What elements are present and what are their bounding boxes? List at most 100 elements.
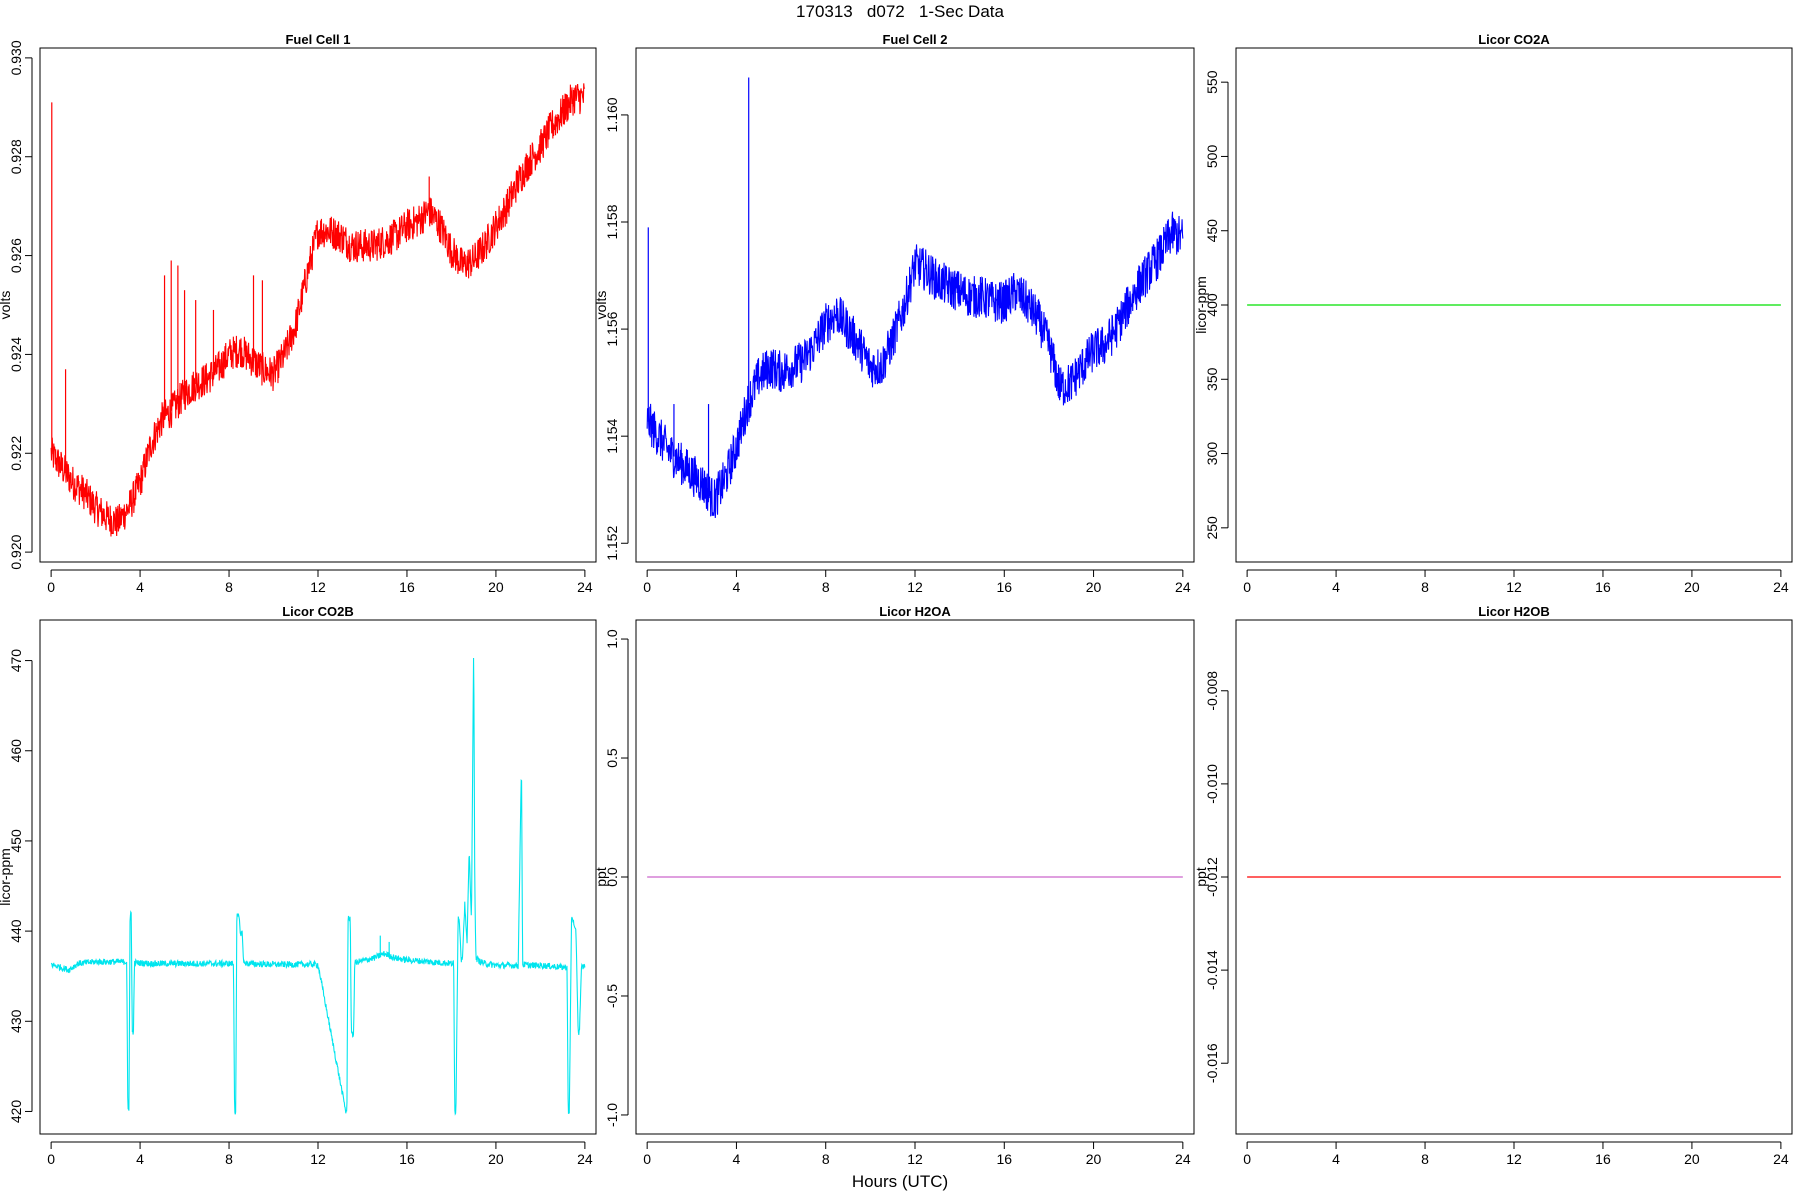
panel-title: Fuel Cell 1 xyxy=(285,32,350,47)
x-tick-label: 4 xyxy=(733,579,741,595)
x-tick-label: 8 xyxy=(822,579,830,595)
x-tick-label: 8 xyxy=(225,1151,233,1167)
y-tick-label: 1.152 xyxy=(604,526,620,561)
x-tick-label: 0 xyxy=(1243,1151,1251,1167)
x-tick-label: 4 xyxy=(1332,579,1340,595)
panel-2: Fuel Cell 2 0 4 8 12 16 20 24 1.152 1.154 1.156 1.1… xyxy=(593,32,1195,595)
x-tick-label: 8 xyxy=(1421,1151,1429,1167)
panel-4: Licor CO2B 0 4 8 12 16 20 24 420 430 440 450 460 470 l… xyxy=(0,604,597,1167)
y-tick-label: 420 xyxy=(8,1100,24,1124)
x-tick-label: 4 xyxy=(733,1151,741,1167)
series-4 xyxy=(50,657,586,1116)
y-tick-label: 440 xyxy=(8,919,24,943)
y-tick-label: 450 xyxy=(1204,219,1220,243)
x-tick-label: 0 xyxy=(643,1151,651,1167)
x-tick-label: 16 xyxy=(399,1151,415,1167)
panel-title: Licor CO2A xyxy=(1478,32,1550,47)
x-tick-label: 0 xyxy=(643,579,651,595)
plot-frame xyxy=(635,47,1195,563)
panel-title: Licor H2OB xyxy=(1478,604,1550,619)
x-axis-label: Hours (UTC) xyxy=(851,1172,949,1191)
y-tick-label: 0.928 xyxy=(8,139,24,174)
x-tick-label: 16 xyxy=(399,579,415,595)
y-tick-label: -0.016 xyxy=(1204,1043,1220,1083)
y-tick-label: 0.0 xyxy=(604,867,620,887)
x-tick-label: 20 xyxy=(488,1151,504,1167)
plot-frame xyxy=(39,47,597,563)
series-line xyxy=(50,657,586,1116)
panel-title: Licor CO2B xyxy=(282,604,354,619)
plot-frame xyxy=(635,619,1195,1135)
x-tick-label: 12 xyxy=(907,1151,923,1167)
panel-3: Licor CO2A 0 4 8 12 16 20 24 250 300 350 400 450 500 5… xyxy=(1193,32,1793,595)
y-tick-label: 300 xyxy=(1204,442,1220,466)
y-tick-label: 1.160 xyxy=(604,97,620,132)
y-tick-label: 1.0 xyxy=(604,629,620,649)
x-tick-label: 20 xyxy=(1684,1151,1700,1167)
x-tick-label: 4 xyxy=(136,1151,144,1167)
x-tick-label: 4 xyxy=(1332,1151,1340,1167)
panel-title: Fuel Cell 2 xyxy=(882,32,947,47)
x-tick-label: 20 xyxy=(488,579,504,595)
x-tick-label: 24 xyxy=(1773,1151,1789,1167)
plot-frame xyxy=(1235,619,1793,1135)
y-tick-label: 0.920 xyxy=(8,534,24,569)
x-tick-label: 16 xyxy=(996,1151,1012,1167)
plot-frame xyxy=(39,619,597,1135)
x-tick-label: 12 xyxy=(1506,1151,1522,1167)
series-line xyxy=(646,211,1184,518)
y-tick-label: -0.012 xyxy=(1204,857,1220,897)
panel-1: Fuel Cell 1 0 4 8 12 16 20 24 0.920 0.922 0.924 0.9… xyxy=(0,32,597,595)
y-axis-label: licor-ppm xyxy=(1193,276,1209,334)
x-tick-label: 12 xyxy=(1506,579,1522,595)
x-tick-label: 0 xyxy=(1243,579,1251,595)
x-tick-label: 8 xyxy=(225,579,233,595)
x-tick-label: 16 xyxy=(1595,579,1611,595)
x-tick-label: 20 xyxy=(1086,1151,1102,1167)
y-axis-label: licor-ppm xyxy=(0,848,13,906)
y-axis-label: volts xyxy=(0,291,13,320)
x-tick-label: 24 xyxy=(577,1151,593,1167)
y-tick-label: 430 xyxy=(8,1009,24,1033)
x-tick-label: 12 xyxy=(907,579,923,595)
y-tick-label: 460 xyxy=(8,739,24,763)
x-tick-label: 12 xyxy=(310,579,326,595)
x-tick-label: 8 xyxy=(822,1151,830,1167)
y-tick-label: 0.922 xyxy=(8,436,24,471)
y-tick-label: 1.156 xyxy=(604,311,620,346)
y-tick-label: 1.158 xyxy=(604,204,620,239)
series-1 xyxy=(50,83,586,537)
series-line xyxy=(50,83,586,537)
panel-5: Licor H2OA 0 4 8 12 16 20 24 -1.0 -0.5 0.0 0.5 1.0 pp… xyxy=(593,604,1195,1167)
x-tick-label: 16 xyxy=(1595,1151,1611,1167)
y-tick-label: 1.154 xyxy=(604,418,620,453)
y-tick-label: 0.924 xyxy=(8,337,24,372)
x-tick-label: 24 xyxy=(1175,1151,1191,1167)
x-tick-label: 4 xyxy=(136,579,144,595)
x-tick-label: 24 xyxy=(577,579,593,595)
y-tick-label: -0.014 xyxy=(1204,950,1220,990)
y-axis-label: volts xyxy=(593,291,609,320)
x-tick-label: 0 xyxy=(47,1151,55,1167)
x-tick-label: 16 xyxy=(996,579,1012,595)
panel-title: Licor H2OA xyxy=(879,604,951,619)
y-tick-label: 470 xyxy=(8,649,24,673)
figure-title: 170313 d072 1-Sec Data xyxy=(796,2,1004,21)
series-2 xyxy=(646,77,1184,518)
y-tick-label: -1.0 xyxy=(604,1103,620,1127)
x-tick-label: 8 xyxy=(1421,579,1429,595)
y-axis-label: ppt xyxy=(1193,867,1209,887)
x-tick-label: 20 xyxy=(1684,579,1700,595)
y-tick-label: 250 xyxy=(1204,516,1220,540)
y-tick-label: 550 xyxy=(1204,70,1220,94)
y-tick-label: -0.010 xyxy=(1204,764,1220,804)
y-tick-label: -0.008 xyxy=(1204,671,1220,711)
y-tick-label: 450 xyxy=(8,829,24,853)
y-tick-label: 500 xyxy=(1204,145,1220,169)
x-tick-label: 20 xyxy=(1086,579,1102,595)
y-tick-label: 0.930 xyxy=(8,40,24,75)
x-tick-label: 24 xyxy=(1773,579,1789,595)
y-tick-label: -0.5 xyxy=(604,984,620,1008)
